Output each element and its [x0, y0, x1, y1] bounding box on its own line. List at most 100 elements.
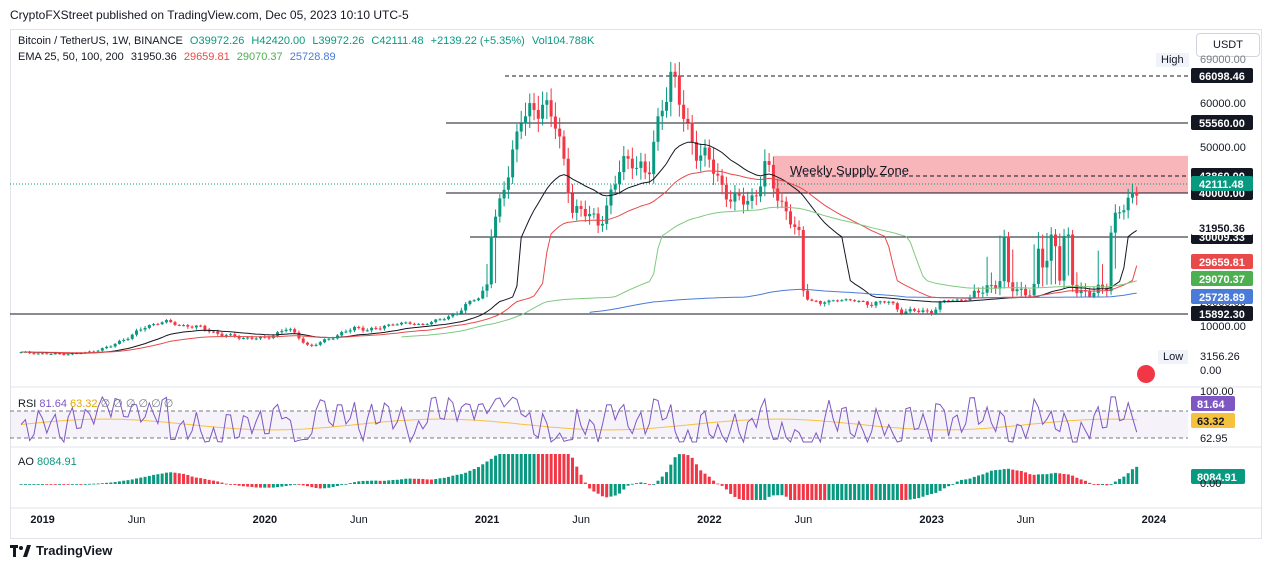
x-tick-label-7: Jun: [794, 514, 812, 526]
candle-body: [323, 339, 327, 343]
candle-body: [874, 301, 878, 306]
candle-body: [733, 192, 737, 202]
candle-body: [1066, 234, 1070, 236]
ao-bar: [780, 484, 784, 496]
candle-body: [759, 186, 763, 197]
candle-body: [883, 301, 887, 303]
candle-body: [818, 301, 822, 304]
candle-body: [635, 167, 639, 169]
ao-bar: [36, 484, 40, 485]
ao-bar: [729, 484, 733, 494]
symbol-title[interactable]: Bitcoin / TetherUS, 1W, BINANCE: [18, 35, 183, 47]
candle-body: [233, 334, 237, 337]
ao-bar: [925, 484, 929, 496]
symbol-legend[interactable]: Bitcoin / TetherUS, 1W, BINANCE O39972.2…: [18, 35, 598, 47]
x-tick-label-10: 2024: [1142, 514, 1167, 526]
ema-tag-1: 29659.81: [1199, 257, 1245, 269]
ao-bar: [934, 484, 938, 493]
ao-bar: [1135, 466, 1139, 484]
ao-bar: [288, 484, 292, 486]
candle-body: [891, 301, 895, 304]
candle-body: [656, 116, 660, 142]
ao-bar: [686, 455, 690, 484]
candle-body: [246, 337, 250, 339]
ao-bar: [53, 484, 57, 485]
ao-legend[interactable]: AO 8084.91: [18, 456, 77, 468]
candle-body: [814, 300, 818, 302]
ao-bar: [481, 464, 485, 484]
ao-bar: [630, 483, 634, 485]
candle-body: [340, 332, 344, 336]
candle-body: [177, 324, 181, 326]
ao-bar: [1028, 474, 1032, 484]
ao-bar: [105, 482, 109, 484]
ao-bar: [489, 458, 493, 484]
candle-body: [408, 322, 412, 324]
candle-body: [823, 302, 827, 304]
ao-bar: [258, 484, 262, 488]
ema200-line: [589, 288, 1137, 313]
candle-body: [951, 300, 955, 302]
ao-bar: [305, 484, 309, 487]
currency-button[interactable]: USDT: [1196, 33, 1260, 57]
ao-bar: [429, 479, 433, 484]
candle-body: [523, 116, 527, 124]
ao-bar: [100, 483, 104, 485]
x-tick-label-5: Jun: [572, 514, 590, 526]
ao-bar: [96, 483, 100, 485]
candle-body: [981, 292, 985, 294]
ao-title[interactable]: AO: [18, 456, 34, 468]
candle-body: [528, 103, 532, 117]
ao-bar: [823, 484, 827, 500]
ao-bar: [771, 484, 775, 496]
level-tag-0: 66098.46: [1199, 71, 1245, 83]
candle-body: [293, 329, 297, 333]
ao-bar: [883, 484, 887, 500]
candle-body: [258, 336, 262, 339]
ao-bar: [75, 484, 79, 485]
candle-body: [1101, 284, 1105, 288]
candle-body: [70, 353, 74, 355]
rsi-title[interactable]: RSI: [18, 398, 37, 410]
candle-body: [870, 304, 874, 306]
rsi-value: 81.64: [39, 398, 67, 410]
rsi-legend[interactable]: RSI 81.64 63.32 ∅ ∅ ∅ ∅ ∅ ∅: [18, 397, 173, 410]
candle-body: [925, 310, 929, 312]
candle-body: [545, 100, 549, 105]
ao-bar: [194, 477, 198, 484]
candle-body: [156, 324, 160, 326]
ema-legend[interactable]: EMA 25, 50, 100, 200 31950.36 29659.81 2…: [18, 51, 340, 63]
ema-title[interactable]: EMA 25, 50, 100, 200: [18, 51, 124, 63]
candle-body: [182, 325, 186, 327]
candle-body: [780, 200, 784, 202]
ema-tag-2: 29070.37: [1199, 274, 1245, 286]
ao-bar: [233, 484, 237, 485]
ao-bar: [592, 484, 596, 492]
candle-body: [729, 199, 733, 202]
candle-body: [575, 206, 579, 213]
x-tick-label-8: 2023: [919, 514, 943, 526]
ao-bar: [199, 478, 203, 484]
candle-body: [421, 323, 425, 325]
candle-body: [348, 330, 352, 332]
tradingview-branding[interactable]: TradingView: [10, 543, 112, 558]
x-tick-label-3: Jun: [350, 514, 368, 526]
candle-body: [310, 344, 314, 346]
ema-tag-bg-3: [1191, 289, 1253, 304]
candle-body: [716, 173, 720, 176]
ao-bar: [49, 484, 53, 485]
candle-body: [947, 300, 951, 302]
candle-body: [942, 300, 946, 302]
candle-body: [370, 327, 374, 331]
y-tick-label-5: 60000.00: [1200, 98, 1246, 110]
ao-bar: [421, 478, 425, 484]
candle-body: [605, 205, 609, 224]
ao-bar: [579, 474, 583, 484]
candle-body: [750, 195, 754, 201]
ao-bar: [186, 474, 190, 484]
ao-bar: [716, 483, 720, 485]
candle-body: [1113, 212, 1117, 233]
candle-body: [934, 309, 938, 315]
ao-bar: [891, 484, 895, 500]
